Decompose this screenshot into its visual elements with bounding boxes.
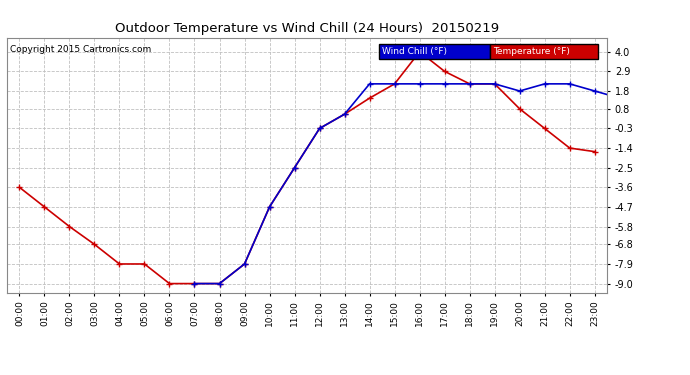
- Text: Temperature (°F): Temperature (°F): [493, 47, 570, 56]
- Title: Outdoor Temperature vs Wind Chill (24 Hours)  20150219: Outdoor Temperature vs Wind Chill (24 Ho…: [115, 22, 499, 35]
- FancyBboxPatch shape: [379, 44, 490, 59]
- Text: Wind Chill (°F): Wind Chill (°F): [382, 47, 447, 56]
- FancyBboxPatch shape: [490, 44, 598, 59]
- Text: Copyright 2015 Cartronics.com: Copyright 2015 Cartronics.com: [10, 45, 151, 54]
